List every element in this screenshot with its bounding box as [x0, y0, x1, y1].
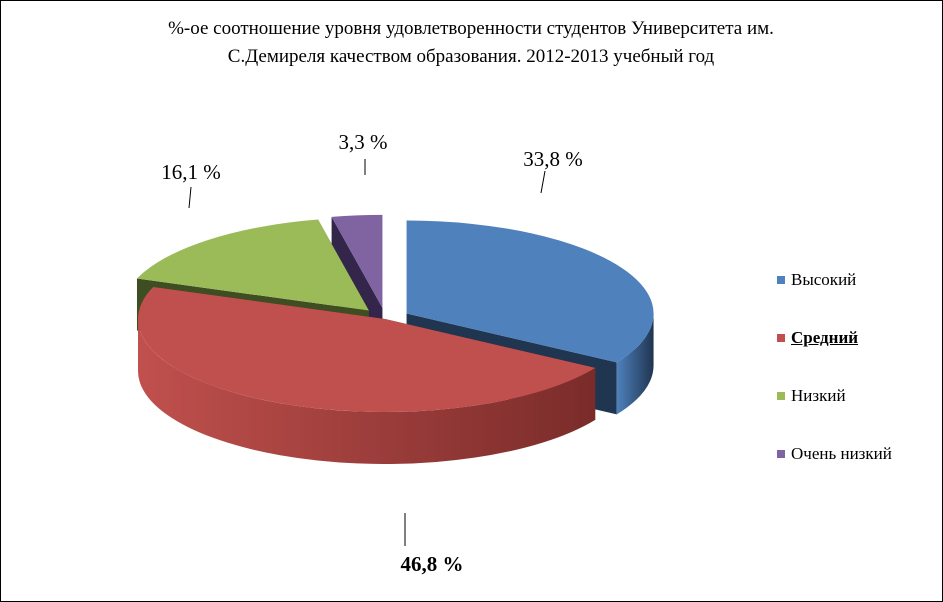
data-label-very-low: 3,3 %: [339, 130, 388, 154]
legend-swatch-very-low: [777, 450, 785, 458]
legend-swatch-medium: [777, 334, 785, 342]
legend-item-medium: Средний: [777, 309, 892, 367]
legend-label-high: Высокий: [791, 270, 857, 289]
legend: Высокий Средний Низкий Очень низкий: [777, 251, 892, 483]
pie-rim-high: [616, 313, 654, 415]
pie-tops: [136, 214, 654, 413]
legend-item-very-low: Очень низкий: [777, 425, 892, 483]
pie-rim-medium: [138, 319, 596, 465]
legend-label-medium: Средний: [791, 328, 859, 347]
data-label-high: 33,8 %: [523, 147, 583, 171]
legend-item-low: Низкий: [777, 367, 892, 425]
chart-title-line-2: С.Демиреля качеством образования. 2012-2…: [227, 46, 715, 67]
legend-label-very-low: Очень низкий: [791, 444, 892, 463]
legend-swatch-low: [777, 392, 785, 400]
leader-line-high: [540, 170, 546, 194]
pie-labels: 33,8 % 46,8 % 16,1 % 3,3 %: [161, 130, 583, 576]
pie-slice-very-low: [331, 214, 383, 308]
chart-title-line-1: %-ое соотношение уровня удовлетворенност…: [168, 18, 774, 39]
legend-item-high: Высокий: [777, 251, 892, 309]
pie-leader-lines: [188, 159, 546, 546]
data-label-medium: 46,8 %: [401, 552, 464, 576]
legend-swatch-high: [777, 276, 785, 284]
leader-line-low: [188, 186, 192, 209]
chart-title: %-ое соотношение уровня удовлетворенност…: [61, 15, 881, 71]
pie-slice-medium: [137, 286, 596, 413]
pie-slice-low: [136, 219, 369, 311]
legend-label-low: Низкий: [791, 386, 846, 405]
data-label-low: 16,1 %: [161, 160, 221, 184]
pie-slice-high: [406, 220, 654, 363]
